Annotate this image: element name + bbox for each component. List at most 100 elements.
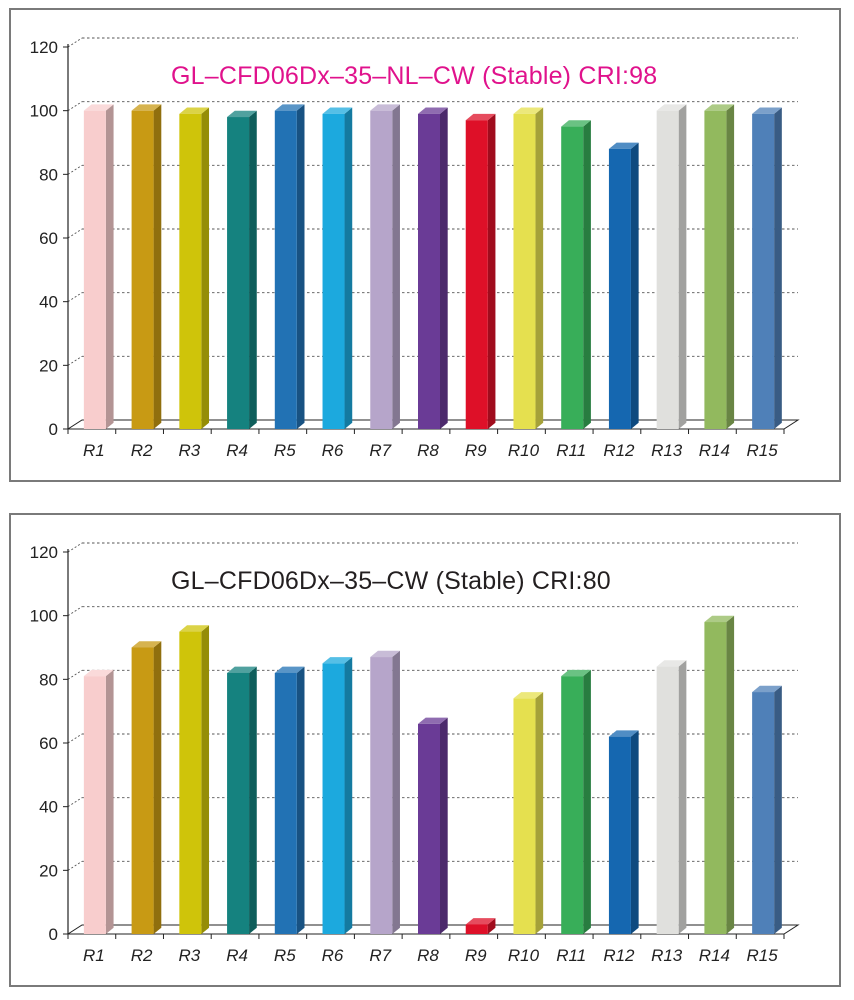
bar-front bbox=[131, 647, 154, 934]
bar-R1 bbox=[83, 669, 114, 934]
gridline-depth bbox=[67, 733, 83, 744]
y-tick-label: 60 bbox=[39, 229, 58, 248]
gridline-depth bbox=[67, 164, 83, 175]
bar-R2 bbox=[131, 104, 162, 430]
bar-top bbox=[274, 104, 305, 111]
x-tick-label: R11 bbox=[556, 441, 586, 460]
bar-side bbox=[535, 107, 544, 430]
bar-R10 bbox=[513, 107, 544, 430]
bar-R8 bbox=[418, 107, 448, 430]
x-tick-label: R4 bbox=[226, 441, 248, 460]
bar-R8 bbox=[418, 717, 448, 934]
bar-front bbox=[274, 672, 297, 934]
x-tick-label: R9 bbox=[465, 441, 487, 460]
bar-side bbox=[487, 113, 496, 430]
bar-top bbox=[322, 107, 353, 114]
bar-chart-2: 0 20 40 60 80 100 120 R1 R2 R3 R4 R5 R6 R7 R8 R9 R10 R11 R… bbox=[30, 542, 800, 965]
bar-front bbox=[179, 113, 202, 429]
bar-top bbox=[513, 692, 544, 699]
bar-front bbox=[370, 110, 393, 430]
x-tick-label: R8 bbox=[417, 441, 439, 460]
x-tick-label: R10 bbox=[508, 946, 540, 965]
bar-top bbox=[227, 110, 257, 118]
bar-top bbox=[561, 120, 591, 127]
bar-side bbox=[440, 717, 448, 934]
x-tick-label: R6 bbox=[322, 441, 344, 460]
x-tick-label: R5 bbox=[274, 441, 296, 460]
gridline-depth bbox=[67, 606, 83, 617]
y-tick-label: 20 bbox=[39, 861, 58, 880]
bar-side bbox=[344, 657, 353, 934]
bar-top bbox=[752, 107, 782, 114]
bar-front bbox=[752, 692, 775, 934]
bar-top bbox=[704, 104, 735, 111]
bar-side bbox=[535, 692, 544, 934]
x-tick-label: R8 bbox=[417, 946, 439, 965]
x-tick-label: R6 bbox=[322, 946, 344, 965]
bar-top bbox=[465, 113, 496, 121]
bar-R6 bbox=[322, 107, 353, 430]
bar-R3 bbox=[179, 107, 210, 430]
x-tick-label: R5 bbox=[274, 946, 296, 965]
x-tick-label: R14 bbox=[699, 441, 730, 460]
x-tick-label: R1 bbox=[83, 441, 105, 460]
bar-front bbox=[561, 676, 584, 934]
y-tick-label: 120 bbox=[30, 543, 58, 562]
bar-top bbox=[561, 669, 591, 677]
bar-side bbox=[440, 107, 448, 430]
x-tick-label: R12 bbox=[603, 441, 635, 460]
x-tick-label: R9 bbox=[465, 946, 487, 965]
bar-side bbox=[487, 918, 496, 934]
bar-top bbox=[465, 918, 496, 925]
gridline-depth bbox=[67, 228, 83, 239]
bar-top bbox=[322, 657, 353, 664]
bar-R13 bbox=[656, 104, 687, 430]
x-tick-label: R2 bbox=[131, 946, 153, 965]
gridline-depth bbox=[67, 101, 83, 112]
x-tick-label: R3 bbox=[178, 441, 200, 460]
bar-side bbox=[392, 104, 400, 429]
x-tick-label: R12 bbox=[603, 946, 635, 965]
bar-top bbox=[179, 625, 210, 632]
bar-R15 bbox=[752, 107, 782, 430]
y-tick-label: 80 bbox=[39, 670, 58, 689]
bar-R7 bbox=[370, 650, 400, 934]
y-tick-label: 100 bbox=[30, 102, 58, 121]
bar-front bbox=[704, 622, 727, 934]
bar-top bbox=[227, 666, 257, 673]
bar-side bbox=[392, 650, 400, 934]
x-tick-label: R4 bbox=[226, 946, 248, 965]
x-tick-label: R7 bbox=[369, 946, 391, 965]
y-tick-label: 120 bbox=[30, 38, 58, 57]
bar-top bbox=[179, 107, 210, 114]
bar-side bbox=[201, 625, 210, 934]
y-tick-label: 0 bbox=[49, 925, 58, 944]
bar-side bbox=[249, 110, 257, 429]
bar-front bbox=[561, 126, 584, 429]
bar-front bbox=[227, 117, 250, 430]
bar-front bbox=[274, 110, 297, 430]
chart-panel-2: 0 20 40 60 80 100 120 R1 R2 R3 R4 R5 R6 R7 R8 R9 R10 R11 R… bbox=[9, 513, 841, 987]
bar-side bbox=[678, 104, 687, 429]
y-tick-label: 0 bbox=[49, 420, 58, 439]
x-tick-label: R14 bbox=[699, 946, 730, 965]
bar-R1 bbox=[83, 104, 114, 430]
gridline-depth bbox=[67, 669, 83, 680]
bar-R12 bbox=[608, 142, 639, 430]
bar-front bbox=[656, 110, 679, 430]
bar-R4 bbox=[227, 666, 257, 934]
y-tick-label: 40 bbox=[39, 293, 58, 312]
bar-top bbox=[608, 142, 639, 149]
bar-R5 bbox=[274, 104, 305, 430]
bar-front bbox=[370, 657, 393, 934]
bar-R3 bbox=[179, 625, 210, 934]
bar-top bbox=[513, 107, 544, 114]
bar-front bbox=[179, 631, 202, 934]
bar-chart-1: 0 20 40 60 80 100 120 R1 R2 R3 R4 R5 R6 R7 R8 R9 R10 R11 R… bbox=[30, 37, 800, 460]
bar-top bbox=[370, 104, 400, 111]
bar-top bbox=[704, 615, 735, 623]
bar-side bbox=[678, 660, 687, 934]
bar-front bbox=[656, 666, 679, 934]
bar-R12 bbox=[608, 730, 639, 934]
bar-R11 bbox=[561, 669, 591, 934]
